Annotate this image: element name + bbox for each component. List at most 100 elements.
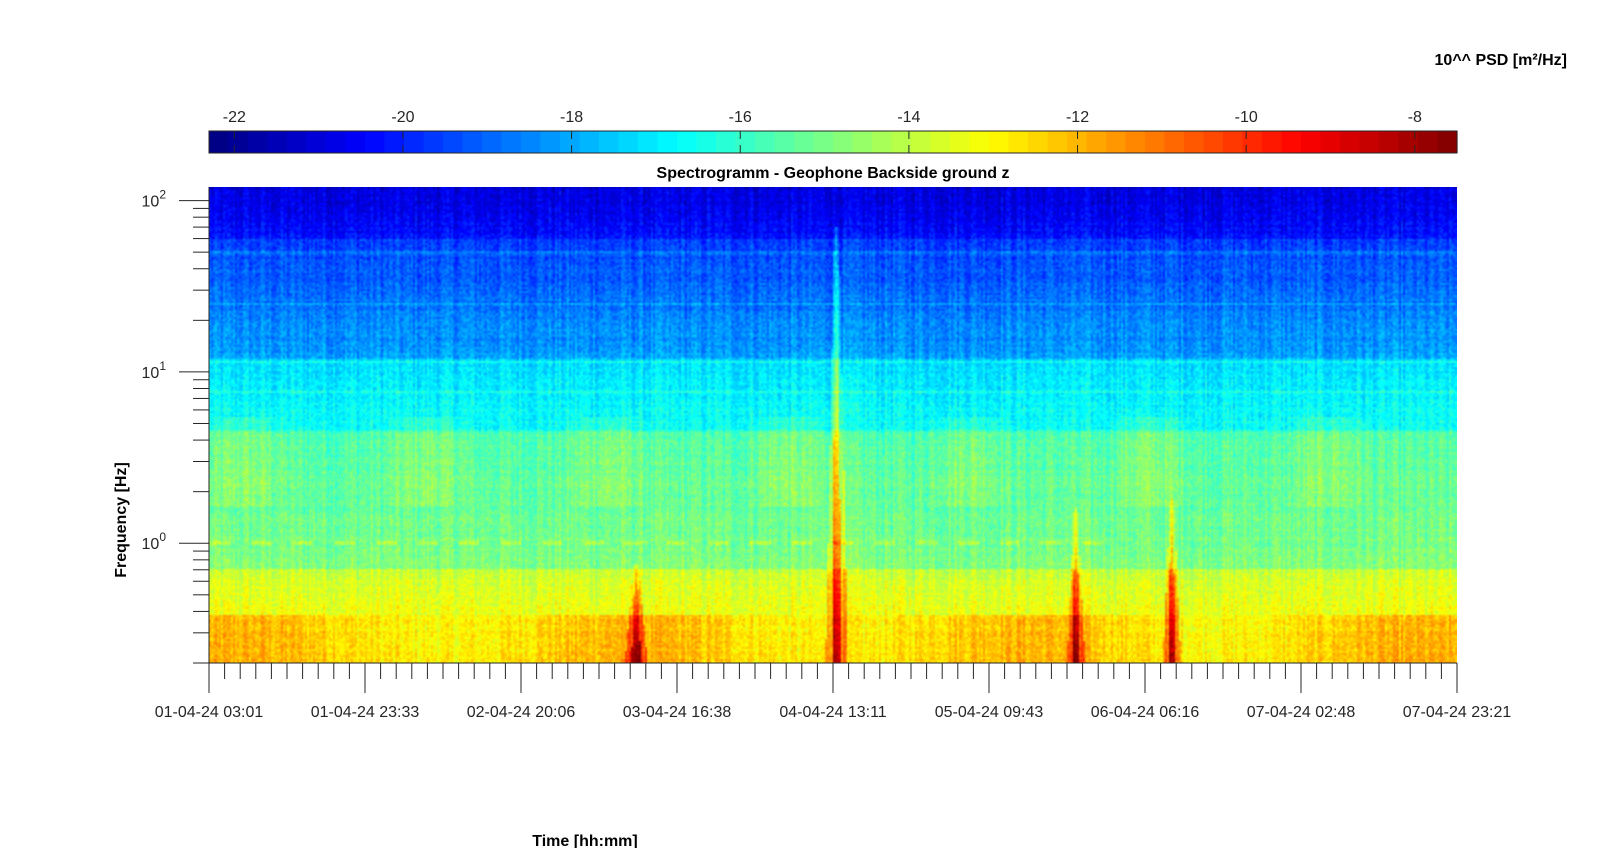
y-tick-label: 100	[142, 530, 167, 553]
colorbar-cell	[560, 131, 581, 153]
y-tick-label: 102	[142, 188, 167, 211]
colorbar-cell	[969, 131, 990, 153]
colorbar-tick-label: -20	[391, 109, 414, 126]
colorbar-cell	[872, 131, 893, 153]
colorbar-cell	[677, 131, 698, 153]
y-tick-exponent: 1	[159, 359, 166, 373]
colorbar-label: 10^^ PSD [m²/Hz]	[1435, 52, 1567, 69]
colorbar-cell	[209, 131, 230, 153]
colorbar-cell	[365, 131, 386, 153]
x-tick-label: 01-04-24 23:33	[311, 704, 420, 721]
x-axis-label: Time [hh:mm]	[532, 833, 637, 848]
colorbar-cell	[1359, 131, 1380, 153]
colorbar-cell	[1106, 131, 1127, 153]
colorbar-cell	[1418, 131, 1439, 153]
colorbar-cell	[1184, 131, 1205, 153]
colorbar-cell	[813, 131, 834, 153]
colorbar-cell	[1067, 131, 1088, 153]
colorbar-ticks: -22 -20 -18 -16 -14 -12 -10 -8	[223, 109, 1422, 153]
colorbar-cell	[1047, 131, 1068, 153]
colorbar-cell	[345, 131, 366, 153]
colorbar-tick-label: -14	[897, 109, 920, 126]
colorbar-tick-label: -22	[223, 109, 246, 126]
colorbar-cell	[755, 131, 776, 153]
colorbar-cell	[1125, 131, 1146, 153]
colorbar-cell	[1028, 131, 1049, 153]
colorbar-cell	[1242, 131, 1263, 153]
x-tick-label: 02-04-24 20:06	[467, 704, 576, 721]
colorbar-frame	[208, 130, 1458, 154]
colorbar-cell	[1203, 131, 1224, 153]
colorbar-cell	[716, 131, 737, 153]
colorbar-cell	[521, 131, 542, 153]
y-tick-exponent: 0	[159, 530, 166, 544]
x-tick-label: 05-04-24 09:43	[935, 704, 1044, 721]
colorbar-cell	[267, 131, 288, 153]
x-tick-label: 01-04-24 03:01	[155, 704, 264, 721]
colorbar-cell	[1340, 131, 1361, 153]
colorbar-tick-label: -8	[1408, 109, 1422, 126]
colorbar-cell	[443, 131, 464, 153]
colorbar-cell	[794, 131, 815, 153]
spectrogram-image	[209, 187, 1457, 663]
colorbar-cell	[404, 131, 425, 153]
colorbar-cell	[1086, 131, 1107, 153]
x-tick-label: 03-04-24 16:38	[623, 704, 732, 721]
colorbar-cell	[1398, 131, 1419, 153]
colorbar-cell	[326, 131, 347, 153]
x-tick-label: 07-04-24 02:48	[1247, 704, 1356, 721]
x-tick-label: 04-04-24 13:11	[779, 704, 886, 721]
colorbar-cell	[930, 131, 951, 153]
colorbar-cell	[735, 131, 756, 153]
colorbar-cell	[852, 131, 873, 153]
colorbar: -22 -20 -18 -16 -14 -12 -10 -8	[208, 109, 1458, 154]
colorbar-cell	[1008, 131, 1029, 153]
colorbar-tick-label: -16	[729, 109, 752, 126]
colorbar-cell	[228, 131, 249, 153]
spectrogram-area	[209, 187, 1457, 663]
colorbar-cell	[1164, 131, 1185, 153]
colorbar-cell	[1379, 131, 1400, 153]
colorbar-cell	[579, 131, 600, 153]
colorbar-cell	[540, 131, 561, 153]
y-tick-exponent: 2	[159, 188, 166, 202]
colorbar-cell	[1281, 131, 1302, 153]
colorbar-cell	[1437, 131, 1458, 153]
colorbar-cell	[950, 131, 971, 153]
colorbar-cell	[1223, 131, 1244, 153]
colorbar-tick-label: -18	[560, 109, 583, 126]
colorbar-cell	[833, 131, 854, 153]
colorbar-cell	[501, 131, 522, 153]
colorbar-cell	[618, 131, 639, 153]
colorbar-cell	[1262, 131, 1283, 153]
colorbar-cell	[891, 131, 912, 153]
colorbar-cell	[306, 131, 327, 153]
colorbar-cell	[696, 131, 717, 153]
colorbar-cell	[599, 131, 620, 153]
chart-title: Spectrogramm - Geophone Backside ground …	[657, 165, 1010, 182]
colorbar-cell	[1145, 131, 1166, 153]
colorbar-cell	[989, 131, 1010, 153]
colorbar-cell	[1320, 131, 1341, 153]
colorbar-cell	[287, 131, 308, 153]
colorbar-cell	[1301, 131, 1322, 153]
colorbar-cell	[482, 131, 503, 153]
x-axis: 01-04-24 03:01 01-04-24 23:33 02-04-24 20:…	[155, 662, 1512, 721]
colorbar-cell	[638, 131, 659, 153]
colorbar-cell	[462, 131, 483, 153]
colorbar-cell	[248, 131, 269, 153]
colorbar-tick-label: -10	[1235, 109, 1258, 126]
colorbar-cell	[911, 131, 932, 153]
y-axis-label: Frequency [Hz]	[113, 462, 130, 578]
colorbar-cell	[774, 131, 795, 153]
colorbar-cell	[657, 131, 678, 153]
colorbar-cell	[384, 131, 405, 153]
x-tick-label: 07-04-24 23:21	[1403, 704, 1512, 721]
colorbar-tick-label: -12	[1066, 109, 1089, 126]
colorbar-gradient	[209, 131, 1458, 153]
y-tick-label: 101	[142, 359, 167, 382]
colorbar-cell	[423, 131, 444, 153]
x-tick-label: 06-04-24 06:16	[1091, 704, 1200, 721]
